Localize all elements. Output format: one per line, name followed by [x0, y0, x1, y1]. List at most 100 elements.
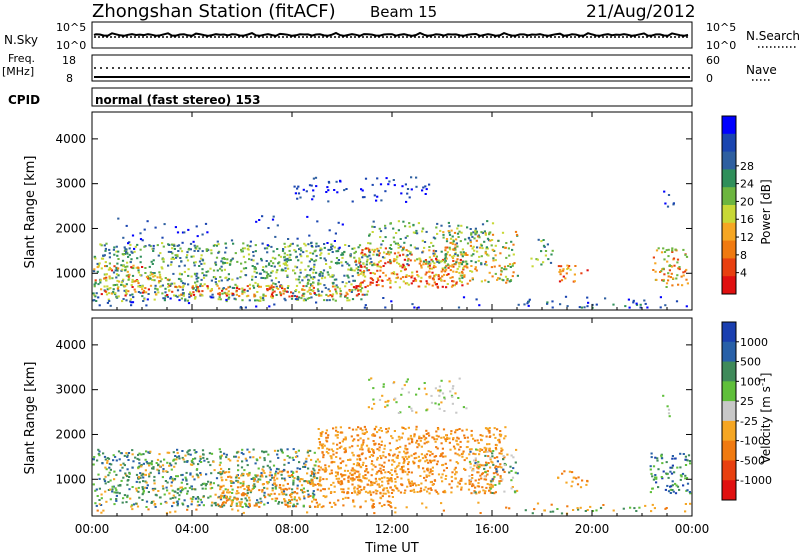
- data-cell: [131, 281, 134, 283]
- data-cell: [196, 235, 199, 238]
- data-cell: [550, 253, 553, 256]
- data-cell: [340, 445, 343, 448]
- velocity-cbar-label: Velocity [m s-1]: [758, 373, 773, 464]
- data-cell: [488, 489, 491, 492]
- data-cell: [426, 490, 429, 493]
- data-cell: [434, 440, 437, 443]
- data-cell: [408, 442, 411, 445]
- data-cell: [136, 257, 139, 260]
- data-cell: [441, 258, 445, 261]
- data-cell: [146, 484, 149, 487]
- data-cell: [241, 292, 244, 295]
- data-cell: [399, 264, 402, 267]
- data-cell: [428, 471, 431, 474]
- data-cell: [276, 269, 279, 272]
- data-cell: [174, 510, 177, 513]
- data-cell: [684, 464, 688, 466]
- data-cell: [397, 489, 400, 492]
- data-cell: [428, 474, 431, 477]
- data-cell: [96, 459, 99, 462]
- freq-tick-top: 18: [62, 54, 76, 67]
- data-cell: [415, 185, 418, 188]
- data-cell: [251, 275, 254, 278]
- data-cell: [252, 480, 256, 483]
- data-cell: [430, 258, 433, 261]
- data-cell: [259, 456, 262, 459]
- data-cell: [350, 283, 353, 286]
- data-cell: [239, 306, 242, 309]
- data-cell: [270, 293, 274, 296]
- data-cell: [451, 280, 454, 283]
- data-cell: [289, 494, 292, 497]
- data-cell: [356, 462, 359, 465]
- data-cell: [219, 276, 222, 279]
- colorbar-segment: [722, 381, 736, 402]
- data-cell: [486, 443, 489, 446]
- data-cell: [320, 484, 323, 487]
- data-cell: [257, 478, 260, 481]
- data-cell: [303, 480, 306, 483]
- data-cell: [396, 273, 399, 276]
- data-cell: [666, 484, 669, 487]
- data-cell: [375, 492, 378, 495]
- data-cell: [292, 269, 295, 272]
- data-cell: [671, 484, 674, 487]
- data-cell: [505, 281, 508, 284]
- data-cell: [201, 258, 204, 261]
- data-cell: [283, 259, 286, 262]
- data-cell: [487, 254, 490, 257]
- data-cell: [660, 454, 663, 457]
- data-cell: [278, 484, 282, 486]
- data-cell: [269, 468, 272, 471]
- data-cell: [270, 279, 273, 282]
- data-cell: [487, 239, 491, 242]
- data-cell: [490, 266, 493, 269]
- data-cell: [476, 471, 479, 474]
- data-cell: [194, 281, 197, 284]
- data-cell: [417, 285, 420, 288]
- data-cell: [139, 238, 143, 241]
- data-cell: [660, 476, 663, 478]
- data-cell: [368, 262, 372, 265]
- data-cell: [227, 297, 230, 300]
- data-cell: [409, 252, 412, 255]
- data-cell: [217, 503, 220, 506]
- data-cell: [107, 298, 110, 301]
- data-cell: [152, 247, 155, 250]
- data-cell: [323, 444, 326, 447]
- data-cell: [155, 494, 158, 497]
- data-cell: [460, 488, 463, 491]
- data-cell: [266, 247, 269, 250]
- data-cell: [643, 299, 646, 302]
- data-cell: [378, 477, 381, 480]
- data-cell: [644, 504, 647, 507]
- data-cell: [535, 258, 538, 261]
- data-cell: [135, 487, 138, 490]
- data-cell: [397, 251, 400, 254]
- data-cell: [382, 492, 385, 495]
- data-cell: [191, 286, 194, 289]
- data-cell: [424, 460, 427, 463]
- data-cell: [320, 248, 323, 251]
- data-cell: [463, 265, 466, 268]
- data-cell: [449, 390, 452, 393]
- data-cell: [238, 295, 241, 298]
- data-cell: [186, 254, 189, 257]
- data-cell: [171, 247, 174, 250]
- data-cell: [282, 490, 286, 493]
- data-cell: [273, 492, 276, 495]
- data-cell: [462, 406, 465, 409]
- data-cell: [671, 489, 674, 491]
- data-cell: [375, 281, 378, 284]
- data-cell: [386, 477, 389, 480]
- data-cell: [221, 257, 224, 260]
- data-cell: [381, 240, 385, 242]
- data-cell: [335, 477, 338, 480]
- data-cell: [139, 248, 142, 251]
- data-cell: [655, 278, 658, 281]
- data-cell: [248, 502, 251, 505]
- data-cell: [370, 261, 373, 263]
- data-cell: [282, 292, 285, 295]
- data-cell: [410, 480, 413, 483]
- data-cell: [456, 267, 459, 270]
